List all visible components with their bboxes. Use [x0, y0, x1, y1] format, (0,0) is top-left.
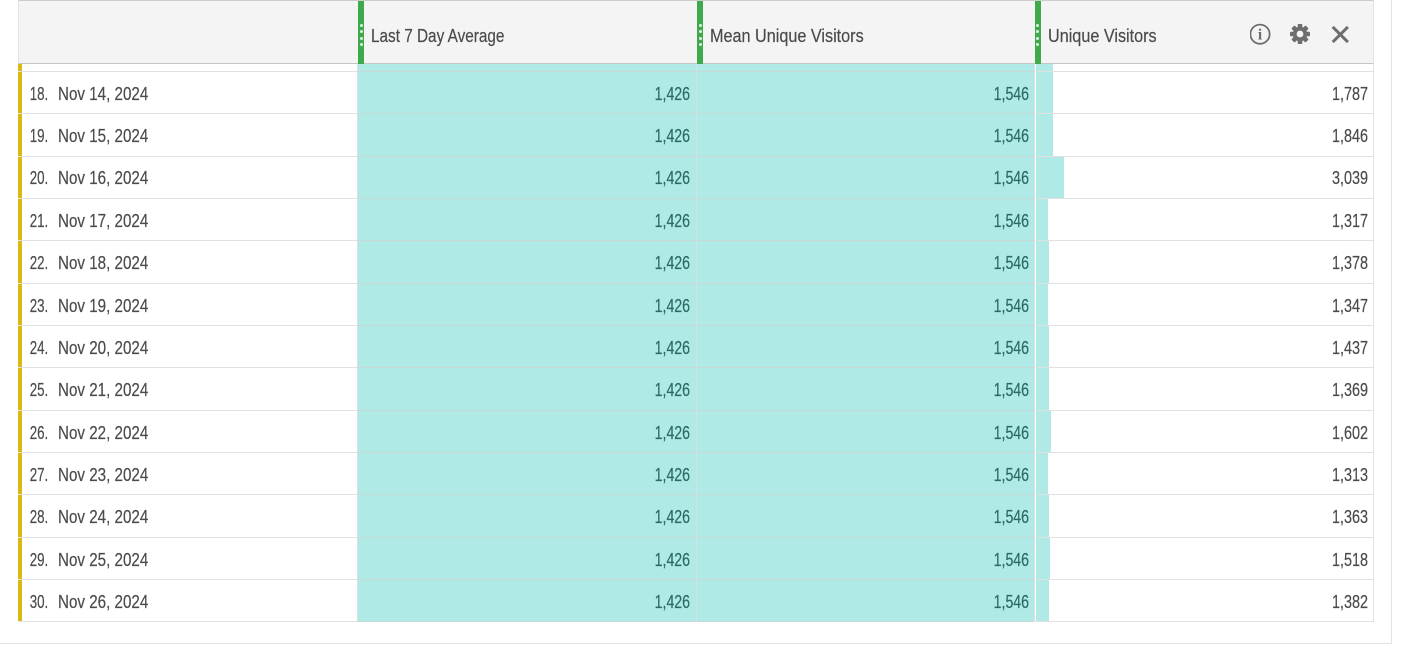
svg-text:i: i	[1258, 26, 1263, 43]
